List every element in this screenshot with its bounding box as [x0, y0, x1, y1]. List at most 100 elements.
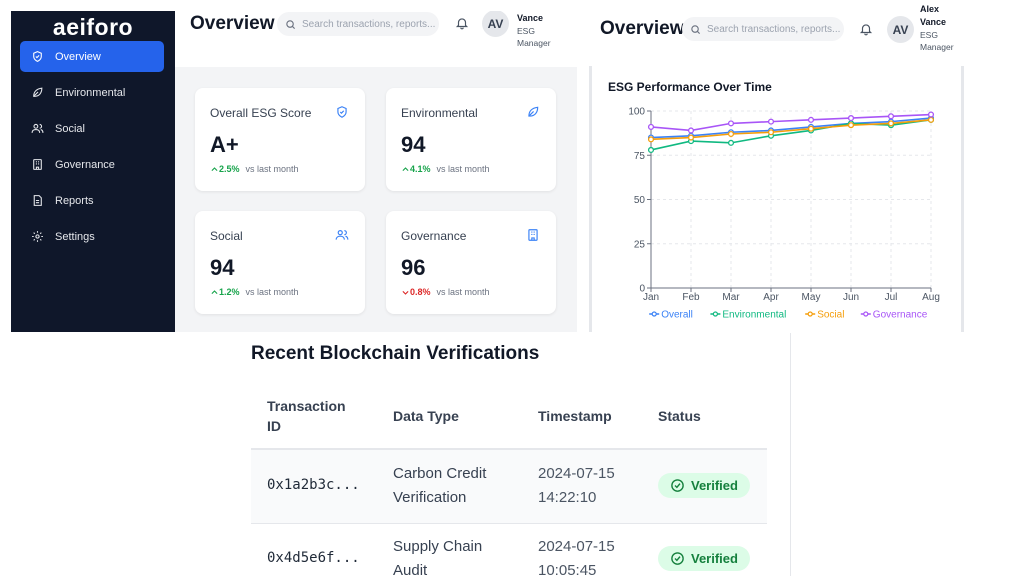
data-point	[647, 123, 655, 130]
avatar[interactable]: AV	[887, 16, 914, 43]
sidebar-item-social[interactable]: Social	[20, 113, 164, 144]
x-tick-label: Jul	[885, 292, 898, 303]
line-chart[interactable]: 0 25 50 75 100 Jan Feb Mar Apr May Jun Jul Aug Overal…	[578, 0, 975, 332]
brand-logo[interactable]: aeiforo	[52, 14, 134, 40]
stat-card-overall[interactable]: Overall ESG Score A+ 2.5% vs last month	[195, 88, 365, 191]
x-tick-label: Aug	[922, 292, 940, 303]
x-tick-label: Jun	[843, 292, 859, 303]
user-role: Manager	[920, 42, 954, 52]
stat-card-social[interactable]: Social 94 1.2% vs last month	[195, 211, 365, 314]
dashboard-panel: aeiforo Overview Environmental Social Go…	[11, 11, 577, 332]
cell-text: Audit	[393, 562, 428, 576]
sidebar-item-overview[interactable]: Overview	[20, 41, 164, 72]
search-placeholder: Search transactions, reports...	[302, 18, 436, 30]
delta-label: vs last month	[245, 164, 299, 174]
data-point	[727, 120, 735, 127]
data-point	[887, 113, 895, 120]
page-title: Overview	[600, 18, 685, 39]
row-divider	[251, 523, 767, 524]
check-circle-icon	[671, 552, 684, 565]
legend-label: Overall	[661, 310, 693, 321]
check-circle-icon	[671, 479, 684, 492]
cell-text: 14:22:10	[538, 489, 597, 506]
status-text: Verified	[691, 478, 738, 493]
card-title: Social	[210, 229, 243, 243]
stat-card-environmental[interactable]: Environmental 94 4.1% vs last month	[386, 88, 556, 191]
column-header-status[interactable]: Status	[658, 408, 701, 424]
chevron-up-icon	[211, 166, 218, 171]
delta-value: 4.1%	[410, 164, 431, 174]
verifications-panel: Recent Blockchain Verifications Transact…	[251, 333, 791, 576]
avatar[interactable]: AV	[482, 11, 509, 37]
users-icon	[31, 123, 44, 133]
legend-marker	[863, 311, 869, 317]
sidebar-item-label: Settings	[55, 230, 95, 243]
data-point	[807, 116, 815, 123]
chart-title: ESG Performance Over Time	[608, 80, 772, 94]
delta-label: vs last month	[436, 164, 490, 174]
panel-divider	[790, 333, 791, 576]
card-value: 96	[401, 255, 426, 280]
card-title: Governance	[401, 229, 467, 243]
users-icon	[335, 230, 349, 240]
transaction-id[interactable]: 0x1a2b3c...	[267, 477, 360, 493]
bell-icon[interactable]	[859, 22, 873, 36]
column-header-data-type[interactable]: Data Type	[393, 408, 459, 424]
top-header: Overview Search transactions, reports...…	[175, 11, 577, 67]
y-tick-label: 50	[634, 195, 646, 206]
sidebar-item-settings[interactable]: Settings	[20, 221, 164, 252]
sidebar-item-environmental[interactable]: Environmental	[20, 77, 164, 108]
legend-label: Environmental	[722, 310, 786, 321]
cell-text: 2024-07-15	[538, 538, 615, 555]
y-tick-label: 75	[634, 151, 646, 162]
x-tick-label: May	[802, 292, 821, 303]
header-divider	[251, 448, 767, 450]
bell-icon[interactable]	[455, 16, 469, 30]
user-role: Manager	[517, 38, 551, 48]
user-role: ESG	[920, 30, 938, 40]
data-point	[767, 129, 775, 136]
data-point	[647, 146, 655, 153]
chart-panel: Overview Search transactions, reports...…	[578, 0, 975, 332]
status-badge: Verified	[658, 473, 750, 498]
card-value: A+	[210, 132, 239, 157]
search-input[interactable]: Search transactions, reports...	[682, 17, 844, 41]
user-info: Alex Vance ESG Manager	[920, 3, 954, 53]
table-row[interactable]: 0x4d5e6f... Supply Chain Audit 2024-07-1…	[251, 524, 767, 576]
y-tick-label: 100	[628, 107, 645, 118]
data-point	[927, 116, 935, 123]
gear-icon	[32, 231, 43, 242]
chevron-down-icon	[402, 290, 409, 295]
header-text: ID	[267, 418, 281, 434]
cell-text: Supply Chain	[393, 538, 483, 555]
sidebar-item-reports[interactable]: Reports	[20, 185, 164, 216]
user-name: Vance	[517, 13, 544, 23]
delta-value: 0.8%	[410, 287, 431, 297]
series-line	[650, 119, 932, 141]
building-icon	[33, 159, 42, 170]
delta-value: 1.2%	[219, 287, 240, 297]
sidebar: aeiforo Overview Environmental Social Go…	[11, 11, 175, 332]
data-point	[647, 136, 655, 143]
card-delta: 4.1% vs last month	[401, 164, 490, 174]
search-input[interactable]: Search transactions, reports...	[277, 12, 439, 36]
table-row[interactable]: 0x1a2b3c... Carbon Credit Verification 2…	[251, 450, 767, 523]
chevron-up-icon	[402, 166, 409, 171]
card-title: Environmental	[401, 106, 478, 120]
status-badge: Verified	[658, 546, 750, 571]
leaf-icon	[33, 87, 43, 97]
data-point	[887, 120, 895, 127]
column-header-timestamp[interactable]: Timestamp	[538, 408, 612, 424]
stat-card-governance[interactable]: Governance 96 0.8% vs last month	[386, 211, 556, 314]
data-point	[807, 125, 815, 132]
user-name: Vance	[920, 17, 947, 27]
transaction-id[interactable]: 0x4d5e6f...	[267, 550, 360, 566]
data-point	[847, 115, 855, 122]
x-tick-label: Jan	[643, 292, 659, 303]
sidebar-item-governance[interactable]: Governance	[20, 149, 164, 180]
data-type-cell: Supply Chain Audit	[393, 535, 482, 576]
card-title: Overall ESG Score	[210, 106, 312, 120]
data-point	[687, 134, 695, 141]
card-delta: 0.8% vs last month	[401, 287, 490, 297]
column-header-transaction-id[interactable]: Transaction ID	[267, 396, 346, 436]
